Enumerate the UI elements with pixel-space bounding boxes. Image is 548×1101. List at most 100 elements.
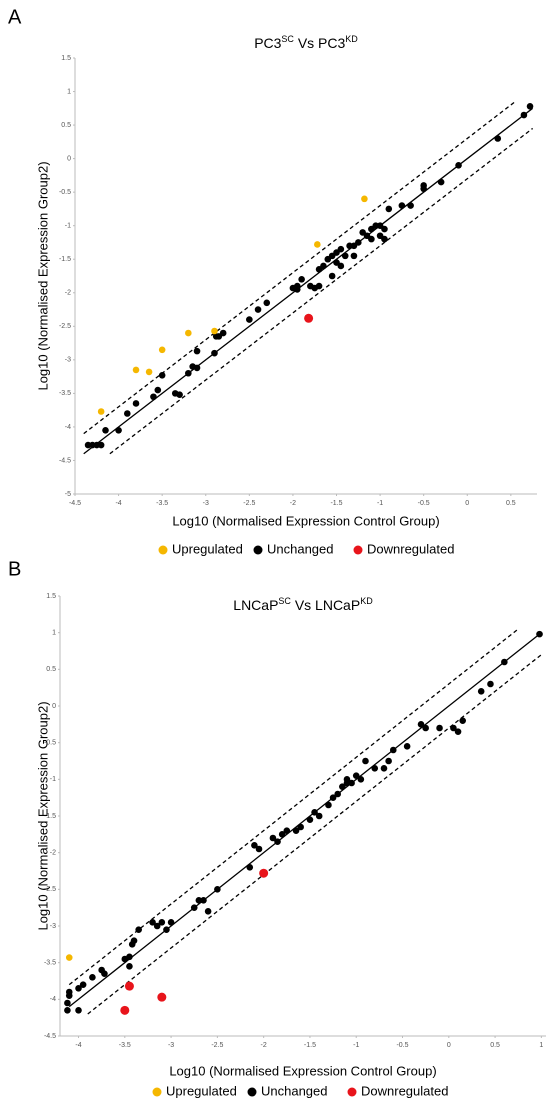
data-point	[381, 235, 388, 243]
data-point	[150, 393, 157, 401]
y-tick-label: 0.5	[46, 666, 56, 673]
y-tick-label: -3.5	[44, 960, 56, 967]
data-point	[381, 225, 388, 233]
fold-change-line	[109, 127, 534, 455]
data-point	[214, 886, 221, 893]
legend-marker	[247, 1087, 257, 1097]
data-point	[135, 926, 142, 933]
legend-marker	[353, 545, 363, 555]
data-point	[158, 371, 166, 379]
title-superscript: SC	[278, 596, 291, 606]
data-point	[255, 845, 263, 853]
data-point	[97, 441, 105, 449]
data-point	[64, 999, 71, 1007]
data-point	[115, 426, 122, 434]
x-tick-label: -4	[115, 500, 121, 507]
data-point	[126, 953, 133, 961]
data-point	[274, 838, 281, 845]
x-tick-label: -0.5	[418, 500, 430, 507]
x-tick-label: 0	[465, 500, 469, 507]
data-point	[297, 823, 304, 831]
data-point	[420, 185, 427, 193]
y-tick-label: -2.5	[59, 323, 71, 330]
fold-change-line	[87, 654, 542, 1015]
data-point	[436, 724, 443, 732]
y-tick-label: -4	[50, 996, 56, 1003]
y-tick-label: 0.5	[61, 122, 71, 129]
y-tick-label: -1	[50, 776, 56, 783]
x-tick-label: -4.5	[69, 500, 81, 507]
data-point	[263, 299, 271, 307]
panel-label: B	[8, 558, 21, 580]
data-point	[450, 724, 457, 732]
data-point	[520, 111, 528, 119]
data-point	[477, 688, 485, 695]
data-point	[348, 779, 355, 787]
data-point	[339, 783, 346, 790]
data-point	[380, 765, 388, 772]
data-point	[145, 368, 153, 376]
data-point	[185, 369, 192, 377]
data-point	[79, 981, 87, 988]
title-superscript: KD	[360, 596, 373, 606]
data-point	[350, 252, 358, 260]
data-point	[278, 831, 286, 838]
y-tick-label: -4.5	[44, 1033, 56, 1040]
data-point	[120, 1005, 130, 1015]
identity-line	[68, 632, 542, 1008]
data-point	[361, 195, 368, 203]
data-point	[193, 364, 201, 372]
chart-title: PC3SC Vs PC3KD	[254, 34, 358, 50]
data-point	[329, 794, 337, 801]
data-point	[487, 680, 494, 688]
chart-title: LNCaPSC Vs LNCaPKD	[233, 596, 373, 612]
data-point	[357, 776, 365, 783]
data-point	[254, 306, 262, 313]
title-text: LNCaP	[233, 597, 278, 613]
data-point	[102, 426, 109, 434]
x-tick-label: 0	[447, 1042, 451, 1049]
data-point	[293, 282, 301, 290]
data-point	[536, 630, 543, 638]
data-point	[315, 282, 323, 290]
fold-change-line	[83, 101, 516, 435]
y-tick-label: -2.5	[44, 886, 56, 893]
legend-marker	[158, 545, 168, 555]
data-point	[334, 790, 342, 798]
data-point	[352, 772, 360, 779]
data-point	[311, 809, 318, 816]
legend-label: Downregulated	[361, 1083, 448, 1098]
data-point	[251, 842, 258, 849]
data-point	[341, 252, 349, 260]
y-axis-label: Log10 (Normalised Expression Group2)	[35, 161, 50, 390]
y-tick-label: 1.5	[61, 55, 71, 62]
data-point	[437, 178, 445, 186]
data-point	[337, 245, 345, 253]
x-tick-label: 1	[539, 1042, 543, 1049]
data-point	[320, 262, 327, 270]
data-point	[211, 349, 218, 357]
data-point	[304, 313, 314, 323]
legend-label: Unchanged	[261, 1083, 328, 1098]
title-text: PC3	[254, 35, 281, 51]
data-point	[195, 897, 203, 904]
y-tick-label: -1.5	[59, 256, 71, 263]
data-point	[130, 937, 138, 944]
y-tick-label: -1.5	[44, 813, 56, 820]
data-point	[389, 746, 397, 754]
x-axis-label: Log10 (Normalised Expression Control Gro…	[169, 1063, 436, 1078]
data-point	[325, 801, 332, 809]
data-point	[454, 728, 462, 735]
data-point	[153, 922, 161, 930]
y-tick-label: -2	[65, 290, 71, 297]
y-tick-label: -4	[65, 424, 71, 431]
y-tick-label: -4.5	[59, 457, 71, 464]
data-point	[89, 974, 96, 981]
data-point	[315, 812, 323, 820]
title-superscript: KD	[345, 34, 358, 44]
legend-label: Upregulated	[172, 541, 243, 556]
data-point	[124, 410, 131, 417]
data-point	[158, 919, 166, 926]
data-point	[259, 868, 269, 878]
